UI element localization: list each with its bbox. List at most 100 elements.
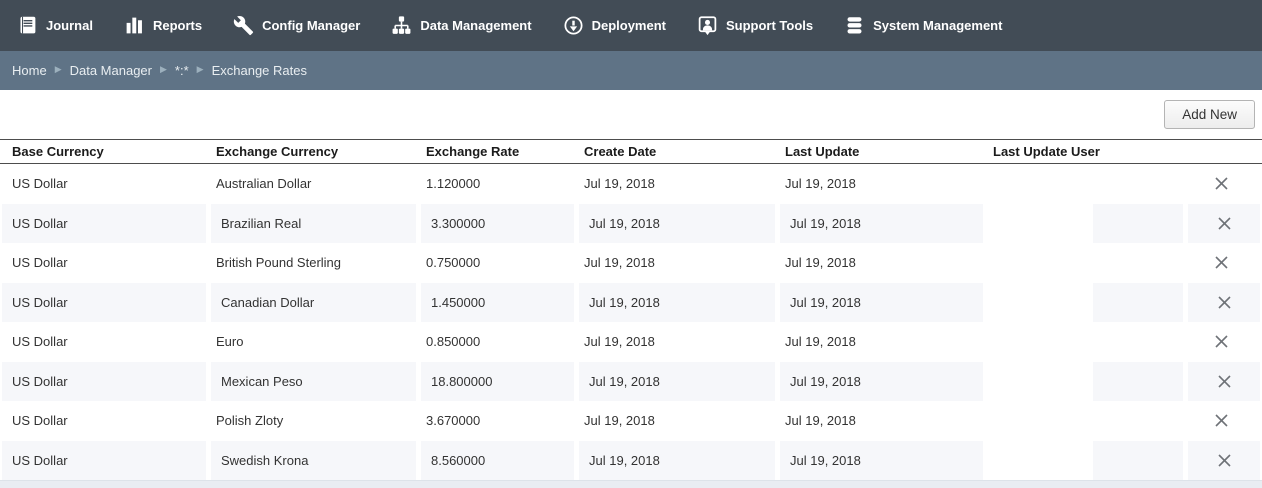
- cell-last-update-user: [983, 322, 1183, 362]
- delete-row-button[interactable]: [1210, 330, 1233, 353]
- delete-row-button[interactable]: [1213, 370, 1236, 393]
- cell-create-date: Jul 19, 2018: [574, 361, 775, 401]
- cell-last-update: Jul 19, 2018: [785, 176, 856, 192]
- cell-exchange-currency: Euro: [216, 334, 244, 350]
- nav-item-journal[interactable]: Journal: [17, 15, 93, 36]
- nav-item-label: Config Manager: [262, 18, 361, 33]
- column-header-create-date: Create Date: [584, 144, 657, 159]
- cell-create-date: Jul 19, 2018: [584, 413, 655, 429]
- column-header-exchange-currency: Exchange Currency: [216, 144, 339, 159]
- bottom-strip: [0, 480, 1262, 488]
- cell-last-update: Jul 19, 2018: [785, 413, 856, 429]
- breadcrumb-home[interactable]: Home: [12, 63, 47, 78]
- top-navbar: Journal Reports Config Manager Data Mana…: [0, 0, 1262, 51]
- last-update-user-field: [988, 203, 1093, 243]
- exchange-rates-table: Base Currency Exchange Currency Exchange…: [0, 139, 1262, 480]
- cell-exchange-currency: Swedish Krona: [206, 440, 416, 480]
- nav-item-label: Reports: [152, 18, 203, 33]
- cell-create-date: Jul 19, 2018: [574, 203, 775, 243]
- cell-exchange-rate: 3.300000: [416, 203, 574, 243]
- cell-last-update-user: [983, 203, 1183, 243]
- cell-actions: [1183, 164, 1260, 204]
- bar-chart-icon: [124, 15, 145, 36]
- delete-x-icon: [1215, 335, 1228, 348]
- delete-row-button[interactable]: [1213, 449, 1236, 472]
- cell-exchange-rate: 1.120000: [426, 176, 481, 192]
- delete-x-icon: [1215, 256, 1228, 269]
- nav-item-system-management[interactable]: System Management: [844, 15, 1002, 36]
- delete-x-icon: [1215, 177, 1228, 190]
- database-icon: [844, 15, 865, 36]
- cell-create-date: Jul 19, 2018: [584, 334, 655, 350]
- cell-actions: [1183, 440, 1260, 480]
- cell-last-update: Jul 19, 2018: [785, 255, 856, 271]
- nav-item-label: System Management: [873, 18, 1003, 33]
- cell-create-date: Jul 19, 2018: [574, 282, 775, 322]
- column-header-base-currency: Base Currency: [12, 144, 104, 159]
- cell-base-currency: US Dollar: [2, 440, 206, 480]
- nav-item-deployment[interactable]: Deployment: [563, 15, 666, 36]
- column-header-last-update: Last Update: [785, 144, 860, 159]
- support-person-icon: [697, 15, 718, 36]
- add-new-button[interactable]: Add New: [1164, 100, 1255, 129]
- cell-base-currency: US Dollar: [12, 255, 68, 271]
- table-body: US Dollar Australian Dollar 1.120000 Jul…: [0, 164, 1262, 480]
- table-row: US Dollar Polish Zloty 3.670000 Jul 19, …: [0, 401, 1262, 441]
- cell-exchange-rate: 18.800000: [416, 361, 574, 401]
- last-update-user-field: [983, 401, 1088, 441]
- delete-row-button[interactable]: [1210, 251, 1233, 274]
- delete-x-icon: [1217, 296, 1231, 309]
- cell-exchange-rate: 8.560000: [416, 440, 574, 480]
- cell-actions: [1183, 282, 1260, 322]
- nav-item-label: Deployment: [591, 18, 666, 33]
- cell-last-update-user: [983, 282, 1183, 322]
- table-row: US Dollar Brazilian Real 3.300000 Jul 19…: [0, 203, 1262, 243]
- last-update-user-field: [988, 282, 1093, 322]
- cell-last-update-user: [983, 243, 1183, 283]
- nav-item-config-manager[interactable]: Config Manager: [233, 15, 360, 36]
- table-header-row: Base Currency Exchange Currency Exchange…: [0, 139, 1262, 164]
- table-row: US Dollar Canadian Dollar 1.450000 Jul 1…: [0, 282, 1262, 322]
- delete-row-button[interactable]: [1213, 212, 1236, 235]
- column-header-last-update-user: Last Update User: [993, 144, 1100, 159]
- cell-last-update-user: [983, 164, 1183, 204]
- last-update-user-field: [988, 361, 1093, 401]
- cell-last-update: Jul 19, 2018: [775, 282, 983, 322]
- cell-base-currency: US Dollar: [12, 176, 68, 192]
- cell-actions: [1183, 322, 1260, 362]
- breadcrumb-data-manager[interactable]: Data Manager: [69, 63, 152, 78]
- table-row: US Dollar Mexican Peso 18.800000 Jul 19,…: [0, 361, 1262, 401]
- column-header-exchange-rate: Exchange Rate: [426, 144, 520, 159]
- breadcrumb-scope[interactable]: *:*: [174, 63, 189, 78]
- cell-exchange-currency: Canadian Dollar: [206, 282, 416, 322]
- cell-last-update-user: [983, 401, 1183, 441]
- delete-x-icon: [1217, 217, 1231, 230]
- cell-exchange-currency: British Pound Sterling: [216, 255, 342, 271]
- last-update-user-field: [988, 440, 1093, 480]
- cell-exchange-rate: 1.450000: [416, 282, 574, 322]
- table-row: US Dollar Euro 0.850000 Jul 19, 2018 Jul…: [0, 322, 1262, 362]
- table-row: US Dollar Australian Dollar 1.120000 Jul…: [0, 164, 1262, 204]
- cell-exchange-rate: 3.670000: [426, 413, 481, 429]
- journal-icon: [17, 15, 38, 36]
- cell-last-update-user: [983, 361, 1183, 401]
- breadcrumb-separator-icon: ▶: [196, 64, 204, 74]
- nav-item-reports[interactable]: Reports: [124, 15, 202, 36]
- delete-row-button[interactable]: [1213, 291, 1236, 314]
- nav-item-data-management[interactable]: Data Management: [391, 15, 532, 36]
- last-update-user-field: [983, 164, 1088, 204]
- cell-exchange-currency: Brazilian Real: [206, 203, 416, 243]
- nav-item-label: Support Tools: [725, 18, 814, 33]
- cell-actions: [1183, 243, 1260, 283]
- cell-last-update: Jul 19, 2018: [775, 440, 983, 480]
- breadcrumb-exchange-rates: Exchange Rates: [211, 63, 307, 78]
- cell-actions: [1183, 203, 1260, 243]
- delete-x-icon: [1215, 414, 1228, 427]
- last-update-user-field: [983, 243, 1088, 283]
- cell-base-currency: US Dollar: [2, 203, 206, 243]
- cell-exchange-rate: 0.850000: [426, 334, 481, 350]
- delete-row-button[interactable]: [1210, 172, 1233, 195]
- nav-item-label: Data Management: [420, 18, 532, 33]
- nav-item-support-tools[interactable]: Support Tools: [697, 15, 813, 36]
- delete-row-button[interactable]: [1210, 409, 1233, 432]
